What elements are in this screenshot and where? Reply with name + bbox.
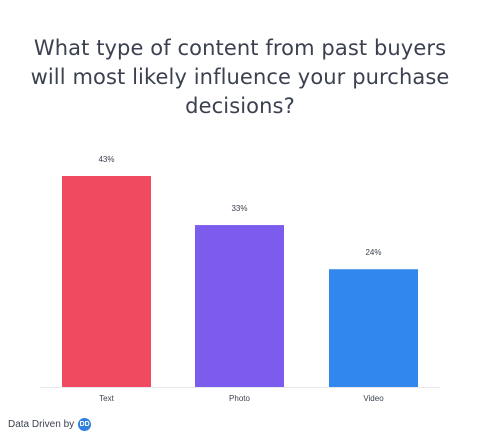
value-label-video: 24% bbox=[365, 248, 381, 257]
value-label-photo: 33% bbox=[231, 204, 247, 213]
bar-video bbox=[329, 269, 418, 387]
bars-layer: 43% Text 33% Photo 24% Video bbox=[62, 155, 418, 403]
category-label-video: Video bbox=[363, 394, 384, 403]
footer-credit: Data Driven by DD bbox=[8, 416, 92, 432]
bar-photo bbox=[195, 225, 284, 387]
footer-credit-text: Data Driven by bbox=[8, 418, 75, 430]
bar-text bbox=[62, 176, 151, 387]
data-driven-logo-icon: DD bbox=[78, 417, 92, 431]
chart-title: What type of content from past buyers wi… bbox=[30, 36, 450, 118]
category-label-photo: Photo bbox=[229, 394, 250, 403]
value-label-text: 43% bbox=[98, 155, 114, 164]
category-label-text: Text bbox=[99, 394, 114, 403]
